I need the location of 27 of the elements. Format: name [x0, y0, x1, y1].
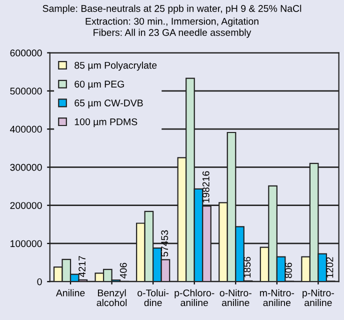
legend-label: 100 µm PDMS — [74, 118, 138, 128]
data-label: 1856 — [244, 256, 251, 278]
x-tick-label: p-Chloro- aniline — [174, 289, 214, 306]
legend-label: 85 µm Polyacrylate — [74, 62, 157, 71]
data-label: 4217 — [78, 256, 86, 277]
y-tick-label: 600000 — [10, 50, 42, 56]
chart-subtitle: Extraction: 30 min., Immersion, Agitation Fibers: All in 23 GA needle assembly — [86, 18, 258, 38]
x-tick-label: Aniline — [56, 289, 85, 296]
x-tick-label: Benzyl alcohol — [96, 289, 127, 306]
data-label: 198216 — [202, 171, 210, 202]
data-label: 1202 — [326, 257, 334, 278]
y-tick-label: 100000 — [10, 240, 42, 248]
x-tick-label: o-Nitro- aniline — [220, 289, 252, 306]
data-label: 806 — [285, 262, 292, 278]
data-label: 57453 — [161, 230, 168, 257]
legend-label: 65 µm CW-DVB — [74, 100, 143, 108]
x-tick-label: p-Nitro- aniline — [302, 289, 334, 306]
legend-label: 60 µm PEG — [74, 80, 124, 90]
chart-title: Sample: Base-neutrals at 25 ppb in water, pH 9 & 25% NaCl — [42, 4, 302, 14]
y-tick-label: 500000 — [10, 88, 42, 95]
y-tick-label: 0 — [37, 278, 42, 286]
y-tick-label: 200000 — [10, 202, 42, 209]
x-tick-label: o-Tolui- dine — [138, 289, 169, 306]
y-tick-label: 300000 — [10, 164, 42, 171]
data-label: 406 — [120, 262, 127, 278]
x-tick-label: m-Nitro- aniline — [260, 289, 294, 306]
y-tick-label: 400000 — [10, 126, 42, 133]
